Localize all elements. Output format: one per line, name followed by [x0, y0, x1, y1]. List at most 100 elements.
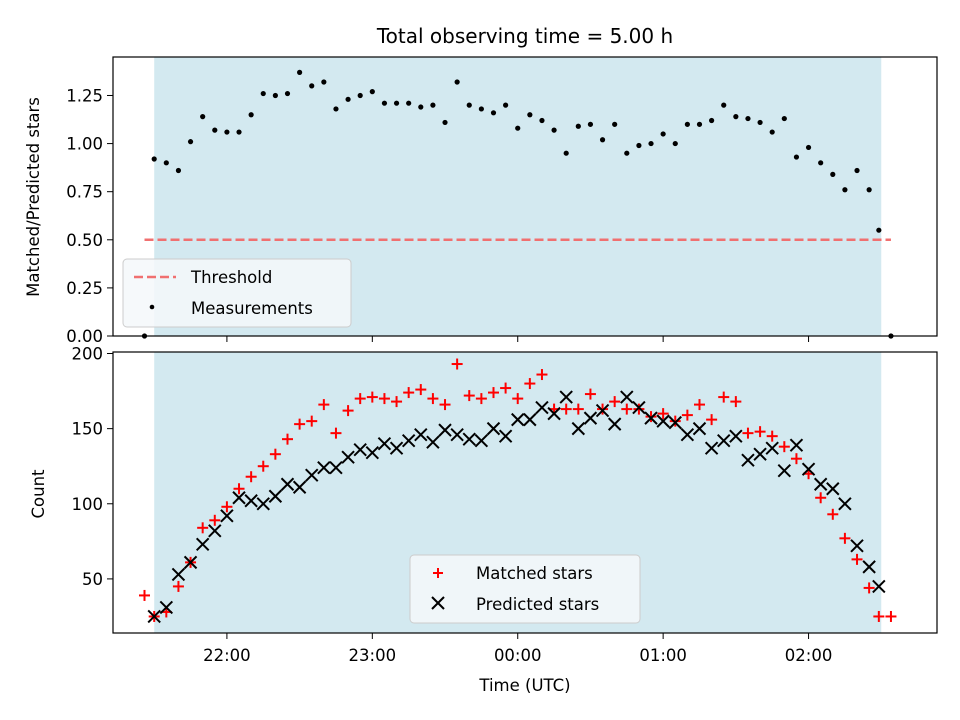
- data-point: [793, 154, 800, 160]
- data-point: [742, 427, 754, 439]
- data-point: [717, 433, 731, 448]
- data-point: [668, 415, 682, 430]
- data-point: [873, 610, 885, 622]
- x-stroke-b: [765, 441, 779, 455]
- data-point: [353, 442, 367, 457]
- data-point: [754, 426, 766, 438]
- data-point: [309, 83, 315, 89]
- x-stroke-b: [862, 560, 876, 574]
- data-point: [730, 396, 742, 408]
- data-point: [609, 396, 621, 408]
- data-point: [393, 100, 400, 106]
- data-point: [244, 494, 258, 508]
- data-point: [418, 104, 424, 110]
- x-stroke-b: [377, 436, 392, 451]
- x-stroke-b: [838, 497, 852, 511]
- x-stroke-b: [583, 411, 598, 425]
- data-point: [607, 417, 622, 431]
- data-point: [294, 418, 306, 430]
- data-point: [500, 382, 512, 394]
- data-point: [503, 102, 509, 108]
- data-point: [139, 589, 151, 601]
- x-stroke-b: [656, 414, 670, 428]
- data-point: [704, 441, 719, 455]
- data-point: [559, 390, 573, 404]
- data-point: [297, 69, 303, 75]
- legend-label-threshold: Threshold: [190, 268, 272, 287]
- x-axis-label: Time (UTC): [478, 676, 570, 695]
- data-point: [232, 491, 246, 505]
- x-stroke-b: [644, 411, 658, 425]
- x-stroke-b: [232, 491, 246, 505]
- data-point: [305, 468, 319, 482]
- data-point: [805, 144, 812, 151]
- x-stroke-b: [244, 494, 258, 508]
- x-tick-label: 02:00: [785, 646, 833, 665]
- x-stroke-b: [850, 539, 864, 553]
- y-tick-label: 50: [82, 570, 103, 589]
- x-stroke-b: [195, 537, 210, 552]
- series-predicted-stars: [147, 390, 886, 624]
- x-stroke-b: [426, 435, 440, 449]
- data-point: [357, 92, 363, 99]
- data-point: [729, 429, 743, 443]
- data-point: [547, 406, 561, 421]
- x-stroke-b: [668, 415, 682, 430]
- x-stroke-b: [462, 432, 476, 446]
- data-point: [272, 92, 278, 99]
- x-stroke-b: [401, 433, 416, 448]
- x-stroke-b: [341, 450, 355, 464]
- data-point: [839, 532, 851, 544]
- x-stroke-b: [789, 438, 804, 452]
- x-stroke-b: [450, 427, 464, 442]
- x-stroke-b: [729, 429, 743, 443]
- data-point: [781, 115, 787, 122]
- data-point: [621, 403, 633, 415]
- data-point: [777, 464, 792, 478]
- matched-legend-swatch: [433, 568, 443, 578]
- data-point: [401, 433, 416, 448]
- x-stroke-b: [692, 421, 707, 436]
- x-stroke-b: [414, 427, 428, 442]
- legend-label-measurements: Measurements: [191, 299, 313, 318]
- data-point: [183, 555, 198, 570]
- x-stroke-b: [498, 429, 513, 443]
- x-stroke-b: [704, 441, 719, 455]
- data-point: [830, 171, 836, 177]
- series-matched-stars: [139, 358, 897, 622]
- data-point: [842, 187, 848, 193]
- data-point: [415, 384, 427, 396]
- data-point: [709, 117, 715, 124]
- data-point: [863, 582, 875, 594]
- data-point: [885, 610, 897, 622]
- series-measurements: [141, 69, 894, 339]
- data-point: [850, 539, 864, 553]
- data-point: [478, 106, 484, 112]
- data-point: [872, 579, 886, 594]
- data-point: [462, 432, 476, 446]
- data-point: [778, 441, 790, 453]
- data-point: [535, 400, 549, 415]
- data-point: [245, 471, 257, 483]
- data-point: [838, 497, 852, 511]
- data-point: [523, 412, 537, 427]
- data-point: [414, 427, 428, 442]
- data-point: [450, 427, 464, 442]
- data-point: [486, 421, 501, 436]
- measurements-legend-swatch: [149, 304, 155, 310]
- data-point: [187, 139, 194, 145]
- y-tick-label: 1.25: [66, 86, 103, 105]
- data-point: [451, 358, 463, 370]
- data-point: [171, 567, 186, 582]
- chart-title: Total observing time = 5.00 h: [376, 24, 673, 48]
- data-point: [789, 438, 804, 452]
- y-axis-label-ratio: Matched/Predicted stars: [24, 97, 43, 297]
- data-point: [306, 415, 318, 427]
- x-stroke-b: [523, 412, 537, 427]
- data-point: [636, 142, 642, 149]
- data-point: [318, 399, 330, 411]
- data-point: [354, 393, 366, 405]
- data-point: [680, 427, 695, 442]
- x-stroke-b: [159, 600, 174, 615]
- data-point: [696, 121, 703, 127]
